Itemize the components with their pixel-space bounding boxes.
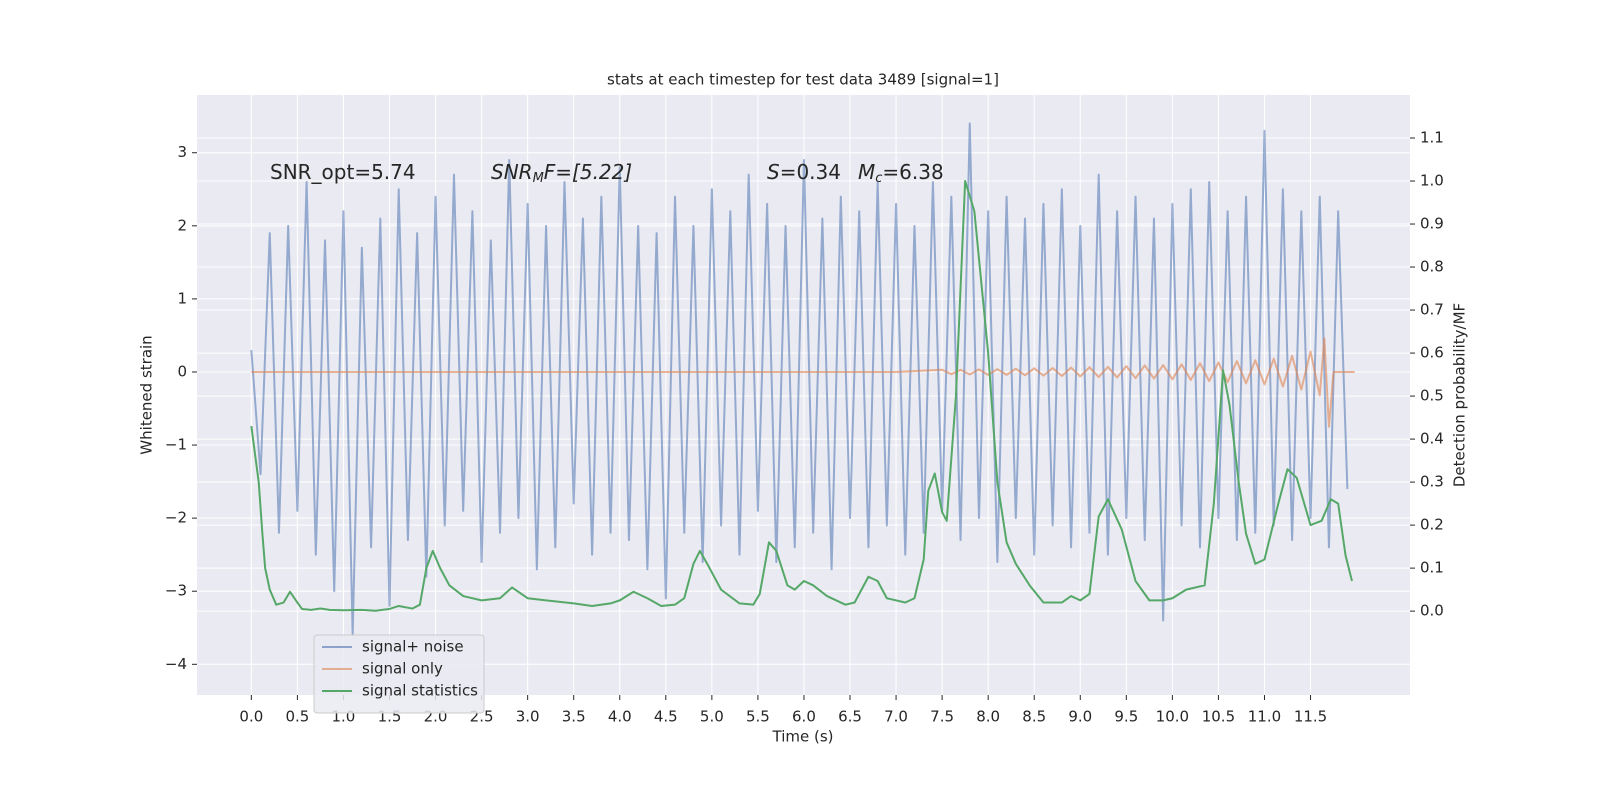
- annotation-part: F=[5.22]: [544, 160, 632, 184]
- x-tick-label: 4.5: [654, 708, 678, 726]
- annotation-part: SNR_opt=5.74: [270, 160, 416, 184]
- legend-label: signal statistics: [362, 682, 478, 700]
- annotation: SNR_opt=5.74: [270, 160, 416, 184]
- x-tick-label: 8.5: [1022, 708, 1046, 726]
- x-tick-label: 9.5: [1114, 708, 1138, 726]
- x-tick-label: 8.0: [976, 708, 1000, 726]
- y-tick-label: 0: [177, 362, 187, 380]
- annotation-part: S: [767, 160, 780, 184]
- x-tick-label: 7.0: [884, 708, 908, 726]
- annotation-part: M: [858, 160, 875, 184]
- annotation-part: c: [875, 171, 882, 186]
- annotation: S=0.34: [767, 160, 841, 184]
- y-tick-label: 3: [177, 143, 187, 161]
- y2-tick-label: 0.5: [1420, 387, 1444, 405]
- annotation: Mc=6.38: [858, 160, 944, 186]
- legend-label: signal only: [362, 660, 443, 678]
- y-tick-label: −2: [165, 509, 187, 527]
- chart-title: stats at each timestep for test data 348…: [607, 71, 999, 89]
- y2-tick-label: 0.4: [1420, 430, 1444, 448]
- y2-tick-label: 0.0: [1420, 602, 1444, 620]
- series-line: [250, 122, 1349, 637]
- y2-tick-label: 0.3: [1420, 473, 1444, 491]
- series-line: [251, 337, 1355, 428]
- y-tick-label: −1: [165, 436, 187, 454]
- x-tick-label: 11.5: [1294, 708, 1327, 726]
- x-tick-label: 11.0: [1248, 708, 1281, 726]
- x-tick-label: 3.0: [516, 708, 540, 726]
- x-tick-label: 6.0: [792, 708, 816, 726]
- x-axis-label: Time (s): [772, 728, 834, 746]
- y-axis-label: Whitened strain: [138, 335, 156, 454]
- series-line: [250, 180, 1353, 612]
- annotation-part: SNR: [491, 160, 533, 184]
- annotation-part: =6.38: [882, 160, 943, 184]
- annotation-part: =0.34: [780, 160, 841, 184]
- labels: 0.0 0.5 1.0 1.5 2.0 2.5 3.0 3.5 4.0 4.5 5.0 5.5 6.0 6…: [165, 129, 1444, 726]
- annotation-part: M: [533, 171, 544, 186]
- x-tick-label: 10.5: [1202, 708, 1235, 726]
- y2-tick-label: 0.7: [1420, 301, 1444, 319]
- x-tick-label: 5.5: [746, 708, 770, 726]
- marks: [250, 122, 1355, 637]
- x-tick-label: 7.5: [930, 708, 954, 726]
- annotation: SNRMF=[5.22]: [491, 160, 632, 186]
- legend-box: [313, 634, 485, 714]
- legend-label: signal+ noise: [362, 638, 464, 656]
- y-tick-label: −3: [165, 582, 187, 600]
- y-tick-label: 2: [177, 216, 187, 234]
- x-tick-label: 0.0: [239, 708, 263, 726]
- x-tick-label: 4.0: [608, 708, 632, 726]
- y2-axis-label: Detection probability/MF: [1451, 303, 1469, 487]
- x-tick-label: 5.0: [700, 708, 724, 726]
- y2-tick-label: 1.0: [1420, 172, 1444, 190]
- y2-tick-label: 0.9: [1420, 215, 1444, 233]
- y2-tick-label: 0.1: [1420, 559, 1444, 577]
- x-tick-label: 9.0: [1068, 708, 1092, 726]
- y-tick-label: 1: [177, 289, 187, 307]
- y2-tick-label: 0.6: [1420, 344, 1444, 362]
- x-tick-label: 0.5: [285, 708, 309, 726]
- y2-tick-label: 0.8: [1420, 258, 1444, 276]
- x-tick-label: 6.5: [838, 708, 862, 726]
- x-tick-label: 3.5: [562, 708, 586, 726]
- y2-tick-label: 1.1: [1420, 129, 1444, 147]
- y2-tick-label: 0.2: [1420, 516, 1444, 534]
- y-tick-label: −4: [165, 655, 187, 673]
- x-tick-label: 10.0: [1156, 708, 1189, 726]
